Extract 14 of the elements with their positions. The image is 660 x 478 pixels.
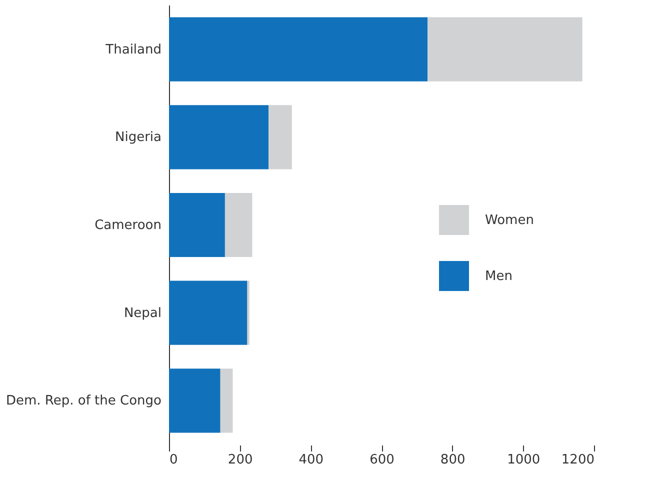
x-tick-label: 1000 bbox=[507, 452, 540, 468]
y-tick-label: Dem. Rep. of the Congo bbox=[6, 394, 162, 409]
x-tick-label: 800 bbox=[440, 452, 466, 468]
x-tick-label: 600 bbox=[370, 452, 394, 468]
x-tick-label: 400 bbox=[298, 452, 324, 468]
y-tick-label: Nepal bbox=[124, 306, 162, 321]
y-tick-label: Cameroon bbox=[94, 218, 162, 233]
y-tick-label: Nigeria bbox=[114, 130, 162, 146]
legend-label: Women bbox=[485, 213, 534, 228]
y-tick-label: Thailand bbox=[104, 42, 162, 58]
x-tick-label: 0 bbox=[170, 452, 178, 468]
legend-label: Men bbox=[485, 269, 512, 284]
x-tick-label: 1200 bbox=[561, 452, 594, 468]
x-tick-label: 200 bbox=[228, 452, 253, 468]
